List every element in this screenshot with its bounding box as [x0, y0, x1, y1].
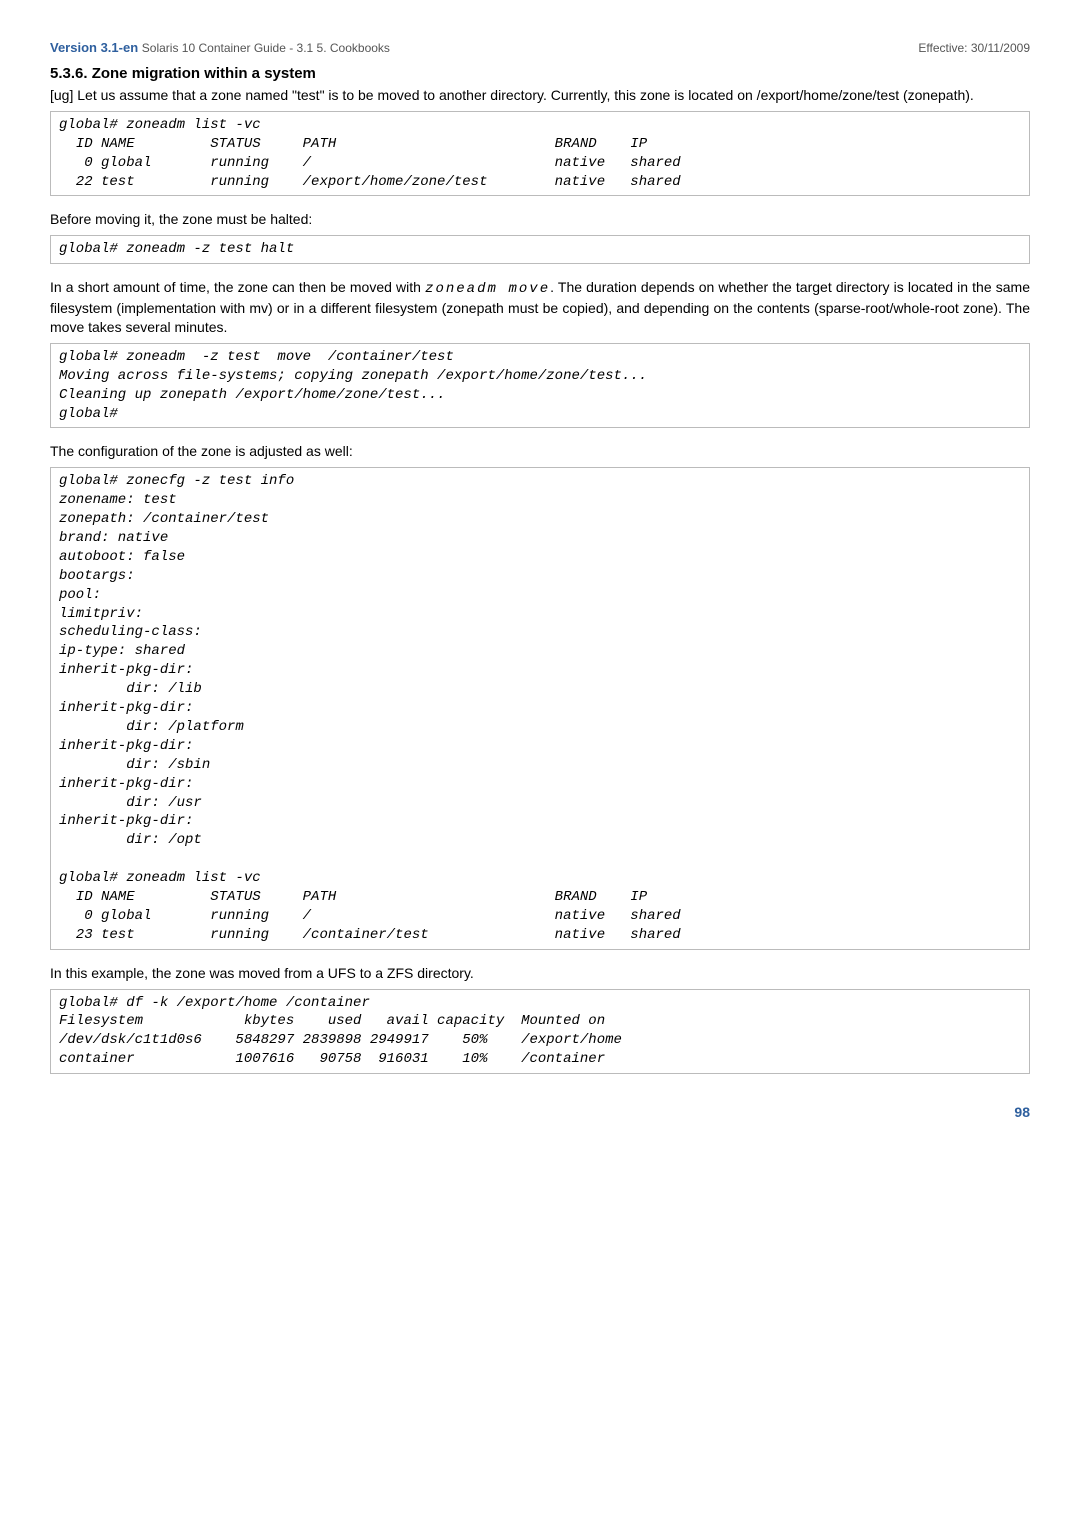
header-effective: Effective: 30/11/2009 — [918, 41, 1030, 55]
page-number: 98 — [50, 1104, 1030, 1120]
paragraph-5: In this example, the zone was moved from… — [50, 964, 1030, 983]
paragraph-3: In a short amount of time, the zone can … — [50, 278, 1030, 337]
header-version: Version 3.1-en — [50, 40, 138, 55]
paragraph-3a: In a short amount of time, the zone can … — [50, 279, 425, 295]
header-left: Version 3.1-en Solaris 10 Container Guid… — [50, 40, 390, 55]
page-header: Version 3.1-en Solaris 10 Container Guid… — [50, 40, 1030, 55]
paragraph-4: The configuration of the zone is adjuste… — [50, 442, 1030, 461]
inline-command: zoneadm move — [425, 281, 550, 297]
section-heading: 5.3.6. Zone migration within a system — [50, 65, 1030, 82]
code-block-1: global# zoneadm list -vc ID NAME STATUS … — [50, 111, 1030, 197]
header-title: Solaris 10 Container Guide - 3.1 5. Cook… — [142, 41, 390, 55]
code-block-2: global# zoneadm -z test halt — [50, 235, 1030, 264]
code-block-3: global# zoneadm -z test move /container/… — [50, 343, 1030, 429]
code-block-4: global# zonecfg -z test info zonename: t… — [50, 467, 1030, 949]
code-block-5: global# df -k /export/home /container Fi… — [50, 989, 1030, 1075]
paragraph-1: [ug] Let us assume that a zone named "te… — [50, 86, 1030, 105]
paragraph-2: Before moving it, the zone must be halte… — [50, 210, 1030, 229]
